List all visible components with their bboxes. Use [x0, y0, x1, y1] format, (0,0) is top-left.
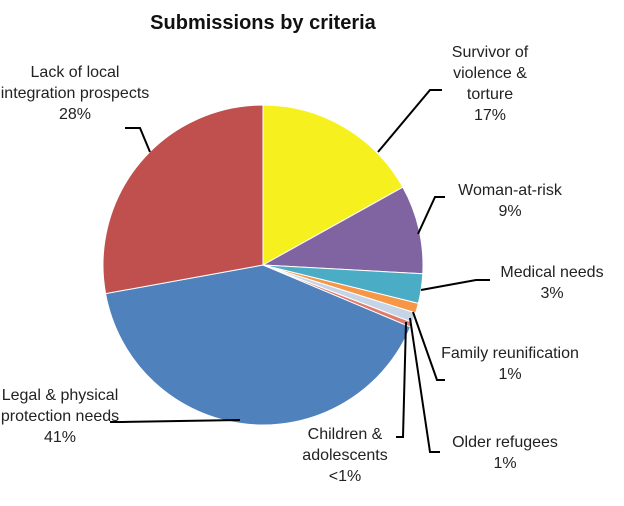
- value-label: 1%: [493, 455, 517, 472]
- slice-label: Woman-at-risk 9%: [440, 180, 580, 222]
- leader-line: [377, 89, 442, 153]
- pie-slice: [104, 264, 412, 426]
- category-name: Woman-at-risk: [458, 182, 562, 199]
- category-name: Family reunification: [441, 345, 579, 362]
- category-name: Older refugees: [452, 434, 558, 451]
- value-label: <1%: [328, 468, 362, 485]
- value-label: 1%: [498, 366, 522, 383]
- category-name: Survivor of violence & torture: [451, 44, 529, 103]
- category-name: Medical needs: [500, 264, 604, 281]
- leader-line: [417, 196, 445, 235]
- leader-line: [420, 279, 490, 291]
- chart-title: Submissions by criteria: [150, 12, 376, 34]
- leader-line: [409, 317, 440, 453]
- category-name: Children & adolescents: [302, 426, 388, 464]
- category-name: Legal & physical protection needs: [0, 387, 120, 425]
- leader-line: [125, 127, 151, 153]
- slice-label: Family reunification 1%: [440, 343, 580, 385]
- slice-label: Survivor of violence & torture 17%: [435, 42, 545, 126]
- leader-line: [396, 321, 407, 438]
- slice-label: Medical needs 3%: [480, 262, 624, 304]
- slice-label: Children & adolescents <1%: [280, 424, 410, 487]
- pie-slice: [261, 186, 424, 275]
- value-label: 41%: [43, 429, 77, 446]
- slice-label: Legal & physical protection needs 41%: [0, 385, 120, 448]
- pie-slice: [262, 104, 404, 266]
- slice-label: Lack of local integration prospects 28%: [0, 62, 150, 125]
- slices: [102, 104, 424, 426]
- value-label: 9%: [498, 203, 522, 220]
- category-name: Lack of local integration prospects: [0, 64, 150, 102]
- leader-line: [110, 419, 241, 423]
- leader-line: [412, 311, 445, 381]
- pie-slice: [102, 104, 264, 295]
- slice-label: Older refugees 1%: [440, 432, 570, 474]
- value-label: 3%: [540, 285, 564, 302]
- value-label: 17%: [473, 107, 507, 124]
- value-label: 28%: [58, 106, 92, 123]
